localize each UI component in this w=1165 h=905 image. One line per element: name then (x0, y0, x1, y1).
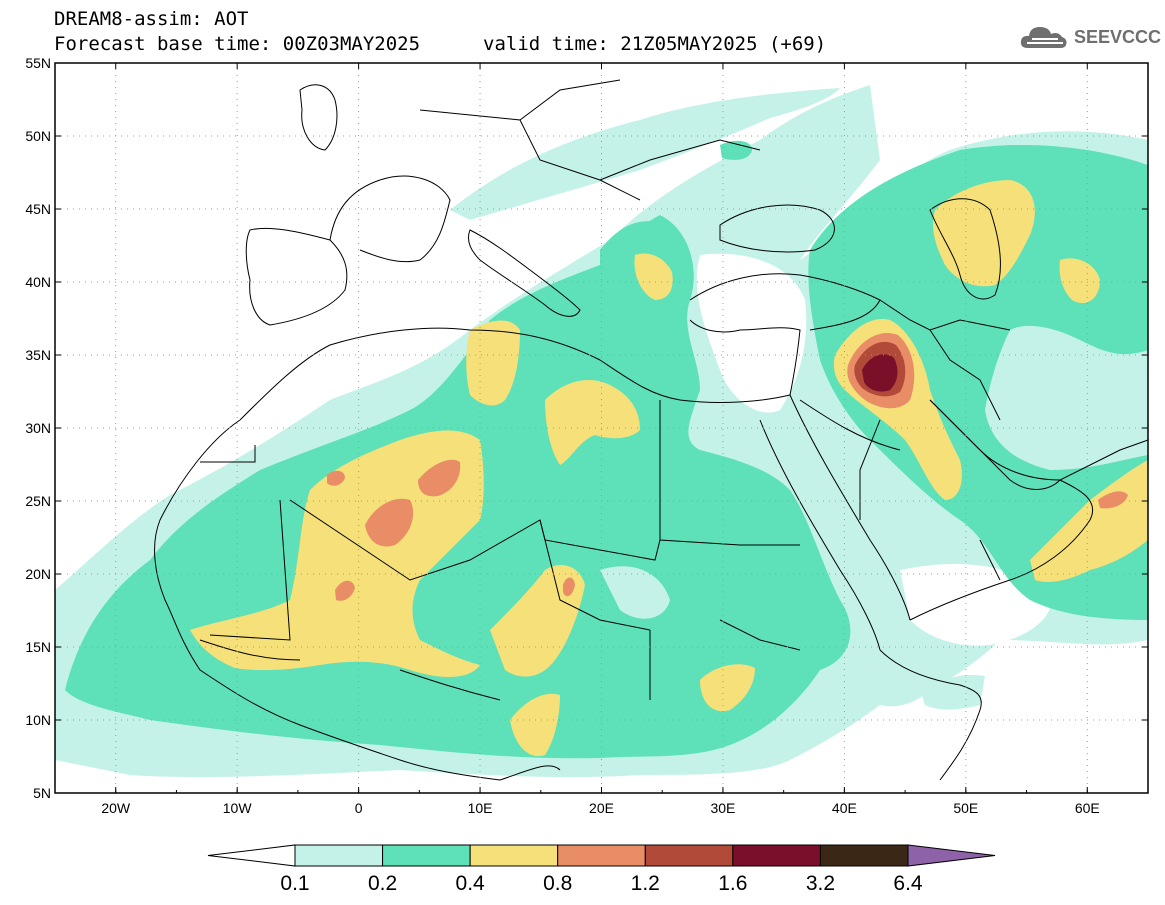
aot-region-level3-kazakh (1059, 258, 1100, 304)
lat-label: 5N (33, 785, 51, 801)
lon-label: 0 (355, 800, 363, 816)
lat-label: 10N (25, 712, 51, 728)
border-sahel (199, 619, 801, 701)
aot-clean-sahara-hole (600, 566, 670, 619)
title-base-time: Forecast base time: 00Z03MAY2025 (54, 33, 421, 55)
colorbar-label: 3.2 (806, 872, 835, 895)
aot-region-level4-uae (1098, 491, 1128, 509)
colorbar-label: 0.8 (543, 872, 572, 895)
colorbar-segment (557, 844, 646, 867)
aot-region-level3-algeria (466, 320, 520, 406)
colorbar-segment (294, 844, 384, 867)
coastline-horn (879, 649, 982, 781)
colorbar-label: 0.2 (368, 872, 397, 895)
colorbar: 0.1 0.2 0.4 0.8 1.2 1.6 3.2 6.4 (207, 844, 996, 895)
coastlines (154, 79, 1148, 781)
aot-region-level3-nigeria (510, 693, 560, 757)
aot-region-level3-west-sahara (190, 430, 484, 677)
colorbar-segment (732, 844, 821, 867)
aot-region-level3-chad (490, 565, 585, 677)
coastline-france (329, 175, 451, 263)
border-arabia (799, 399, 1001, 581)
aot-region-level3-greece (634, 253, 673, 300)
coastline-west-africa (154, 419, 561, 781)
lon-label: 40E (832, 800, 857, 816)
aot-region-level3-libya (545, 380, 640, 465)
lon-label: 20W (101, 800, 131, 816)
lat-label: 15N (25, 639, 51, 655)
colorbar-segment (382, 844, 471, 867)
seevccc-logo: SEEVCCC (1018, 22, 1161, 52)
aot-region-level1-north (450, 88, 840, 220)
aot-region-level6-iraq (862, 354, 898, 392)
colorbar-segment (819, 844, 909, 867)
lat-label: 40N (25, 274, 51, 290)
coastline-iberia-europe (245, 227, 348, 326)
aot-region-level4-chad (563, 577, 575, 597)
lat-label: 30N (25, 420, 51, 436)
colorbar-label: 0.1 (280, 872, 309, 895)
lon-label: 30E (710, 800, 735, 816)
aot-clean-mediterranean (696, 253, 807, 413)
longitude-labels: 20W 10W 0 10E 20E 30E 40E 50E 60E (101, 800, 1099, 816)
colorbar-under-arrow (207, 844, 296, 867)
lon-label: 10E (468, 800, 493, 816)
lat-label: 25N (25, 493, 51, 509)
colorbar-label: 6.4 (893, 872, 923, 895)
aot-region-level3-sudan (700, 664, 755, 712)
colorbar-label: 1.2 (631, 872, 660, 895)
lat-label: 35N (25, 347, 51, 363)
latitude-labels: 55N 50N 45N 40N 35N 30N 25N 20N 15N 10N 5N (25, 55, 51, 801)
colorbar-over-arrow (907, 844, 996, 867)
axis-ticks (54, 62, 1149, 794)
lon-label: 60E (1075, 800, 1100, 816)
aot-region-level3-caspian (933, 180, 1035, 287)
border-middle-east (879, 299, 1011, 421)
aot-region-level4-algeria-south (418, 459, 461, 497)
coastline-caspian (929, 198, 1001, 300)
aot-field (55, 85, 1148, 778)
coastline-north-africa (239, 327, 791, 421)
logo-text: SEEVCCC (1074, 26, 1162, 47)
lat-label: 20N (25, 566, 51, 582)
map-gridlines (55, 63, 1148, 793)
title-valid-time: valid time: 21Z05MAY2025 (+69) (483, 33, 827, 55)
aot-region-level1-somalia (920, 674, 985, 710)
border-europe (419, 79, 761, 201)
title-model: DREAM8-assim: AOT (54, 8, 249, 30)
coastline-persian-gulf (929, 399, 1148, 490)
aot-region-level4-niger (335, 580, 355, 601)
lat-label: 45N (25, 201, 51, 217)
aot-region-level4-morocco (327, 470, 345, 486)
coastline-red-sea (759, 394, 911, 651)
lat-label: 50N (25, 128, 51, 144)
colorbar-label: 0.4 (456, 872, 486, 895)
lon-label: 50E (953, 800, 978, 816)
border-libya-egypt (539, 400, 800, 631)
coastline-turkey (689, 273, 881, 331)
lat-label: 55N (25, 55, 51, 71)
colorbar-segment (469, 844, 559, 867)
lon-label: 20E (589, 800, 614, 816)
aot-region-level4-mali (365, 498, 414, 547)
coastline-italy (467, 229, 581, 317)
colorbar-segment (644, 844, 734, 867)
coastline-britain (299, 84, 338, 151)
coastline-levant (689, 319, 801, 396)
coastline-black-sea (719, 204, 835, 253)
colorbar-label: 1.6 (718, 872, 747, 895)
lon-label: 10W (223, 800, 253, 816)
cloud-logo-icon (1020, 27, 1067, 48)
